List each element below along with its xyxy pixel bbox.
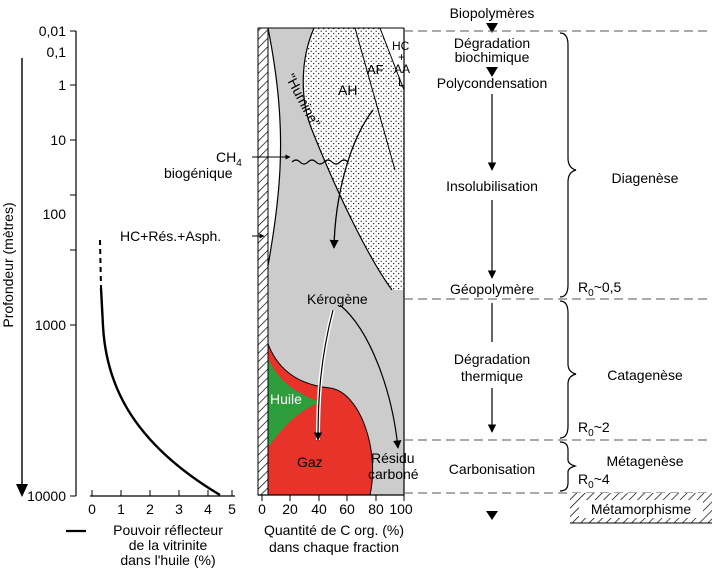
depth-ticks — [70, 30, 76, 497]
step-biopolymeres: Biopolymères — [450, 5, 535, 21]
ch4-label: CH4 — [216, 149, 242, 169]
vitrinite-tick-label: 0 — [88, 501, 96, 517]
depth-tick-label: 10 — [50, 132, 66, 148]
step-degradation-1: Dégradation — [454, 35, 530, 51]
fraction-x-axis: 0 20 40 60 80 100 Quantité de C org. (%)… — [258, 494, 413, 555]
vitrinite-tick-label: 3 — [175, 501, 183, 517]
vitrinite-tick-label: 5 — [228, 501, 236, 517]
depth-tick-label: 0,1 — [47, 44, 67, 60]
biogenique-label: biogénique — [164, 165, 233, 181]
hc-label: HC — [392, 39, 410, 53]
r0-2-label: R0~2 — [578, 419, 610, 439]
depth-tick-label: 10000 — [27, 488, 66, 504]
fraction-axis-label-2: dans chaque fraction — [269, 539, 399, 555]
r0-4-label: R0~4 — [578, 471, 610, 491]
vitrinite-curve — [99, 239, 221, 497]
fraction-column: "Humine" AH AF HC + AA L Kérogène Huile … — [120, 27, 419, 496]
hatched-strip — [257, 27, 269, 496]
fraction-tick-label: 40 — [311, 501, 327, 517]
process-column: Biopolymères Dégradation biochimique Pol… — [437, 5, 548, 520]
fraction-tick-label: 20 — [282, 501, 298, 517]
af-label: AF — [367, 62, 384, 77]
step-polycondensation: Polycondensation — [437, 75, 548, 91]
vitrinite-tick-label: 2 — [146, 501, 154, 517]
hc-res-asph-label: HC+Rés.+Asph. — [120, 228, 221, 244]
legend-line-3: dans l'huile (%) — [120, 552, 215, 568]
step-carbonisation: Carbonisation — [449, 461, 535, 477]
fraction-tick-label: 100 — [389, 501, 413, 517]
stage-metamorphisme: Métamorphisme — [591, 501, 692, 517]
aa-label: AA — [394, 62, 410, 76]
step-degradation-2: Dégradation — [454, 351, 530, 367]
step-insolubilisation: Insolubilisation — [446, 178, 538, 194]
depth-axis: Profondeur (mètres) 0,01 0,1 1 10 100 10… — [0, 23, 77, 504]
huile-label: Huile — [270, 391, 302, 407]
ah-label: AH — [338, 82, 357, 98]
residu-label-1: Résidu — [371, 450, 415, 466]
gaz-label: Gaz — [297, 454, 323, 470]
fraction-tick-label: 60 — [339, 501, 355, 517]
stage-metagenese: Métagenèse — [606, 453, 683, 469]
fraction-axis-label-1: Quantité de C org. (%) — [264, 522, 404, 538]
r0-05-label: R0~0,5 — [578, 279, 622, 299]
depth-tick-label: 1 — [58, 77, 66, 93]
depth-tick-label: 100 — [43, 206, 67, 222]
plus-label: + — [398, 50, 405, 64]
vitrinite-legend: Pouvoir réflecteur de la vitrinite dans … — [66, 522, 223, 568]
oil-zone — [266, 350, 320, 448]
legend-line-2: de la vitrinite — [129, 537, 208, 553]
ch4-wavy-line — [291, 159, 349, 165]
step-thermique: thermique — [461, 368, 523, 384]
stage-braces — [559, 32, 578, 492]
fraction-tick-label: 80 — [368, 501, 384, 517]
legend-line-1: Pouvoir réflecteur — [113, 522, 223, 538]
depth-axis-label: Profondeur (mètres) — [0, 202, 16, 327]
stage-diagenese: Diagenèse — [612, 170, 679, 186]
depth-arrow-head — [16, 484, 28, 497]
vitrinite-tick-label: 1 — [117, 501, 125, 517]
stage-catagenese: Catagenèse — [607, 367, 683, 383]
step-geopolymere: Géopolymère — [450, 281, 534, 297]
step-biochimique: biochimique — [455, 49, 530, 65]
vitrinite-tick-label: 4 — [204, 501, 212, 517]
kerogene-label: Kérogène — [307, 291, 368, 307]
l-label: L — [398, 75, 405, 89]
vitrinite-x-axis: 0 1 2 3 4 5 — [88, 490, 236, 517]
residu-label-2: carboné — [368, 466, 419, 482]
stage-labels: Diagenèse Catagenèse Métagenèse R0~0,5 R… — [570, 170, 712, 524]
stage-boundaries — [404, 30, 712, 494]
depth-tick-label: 1000 — [35, 317, 66, 333]
fraction-tick-label: 0 — [258, 501, 266, 517]
depth-tick-label: 0,01 — [39, 23, 66, 39]
